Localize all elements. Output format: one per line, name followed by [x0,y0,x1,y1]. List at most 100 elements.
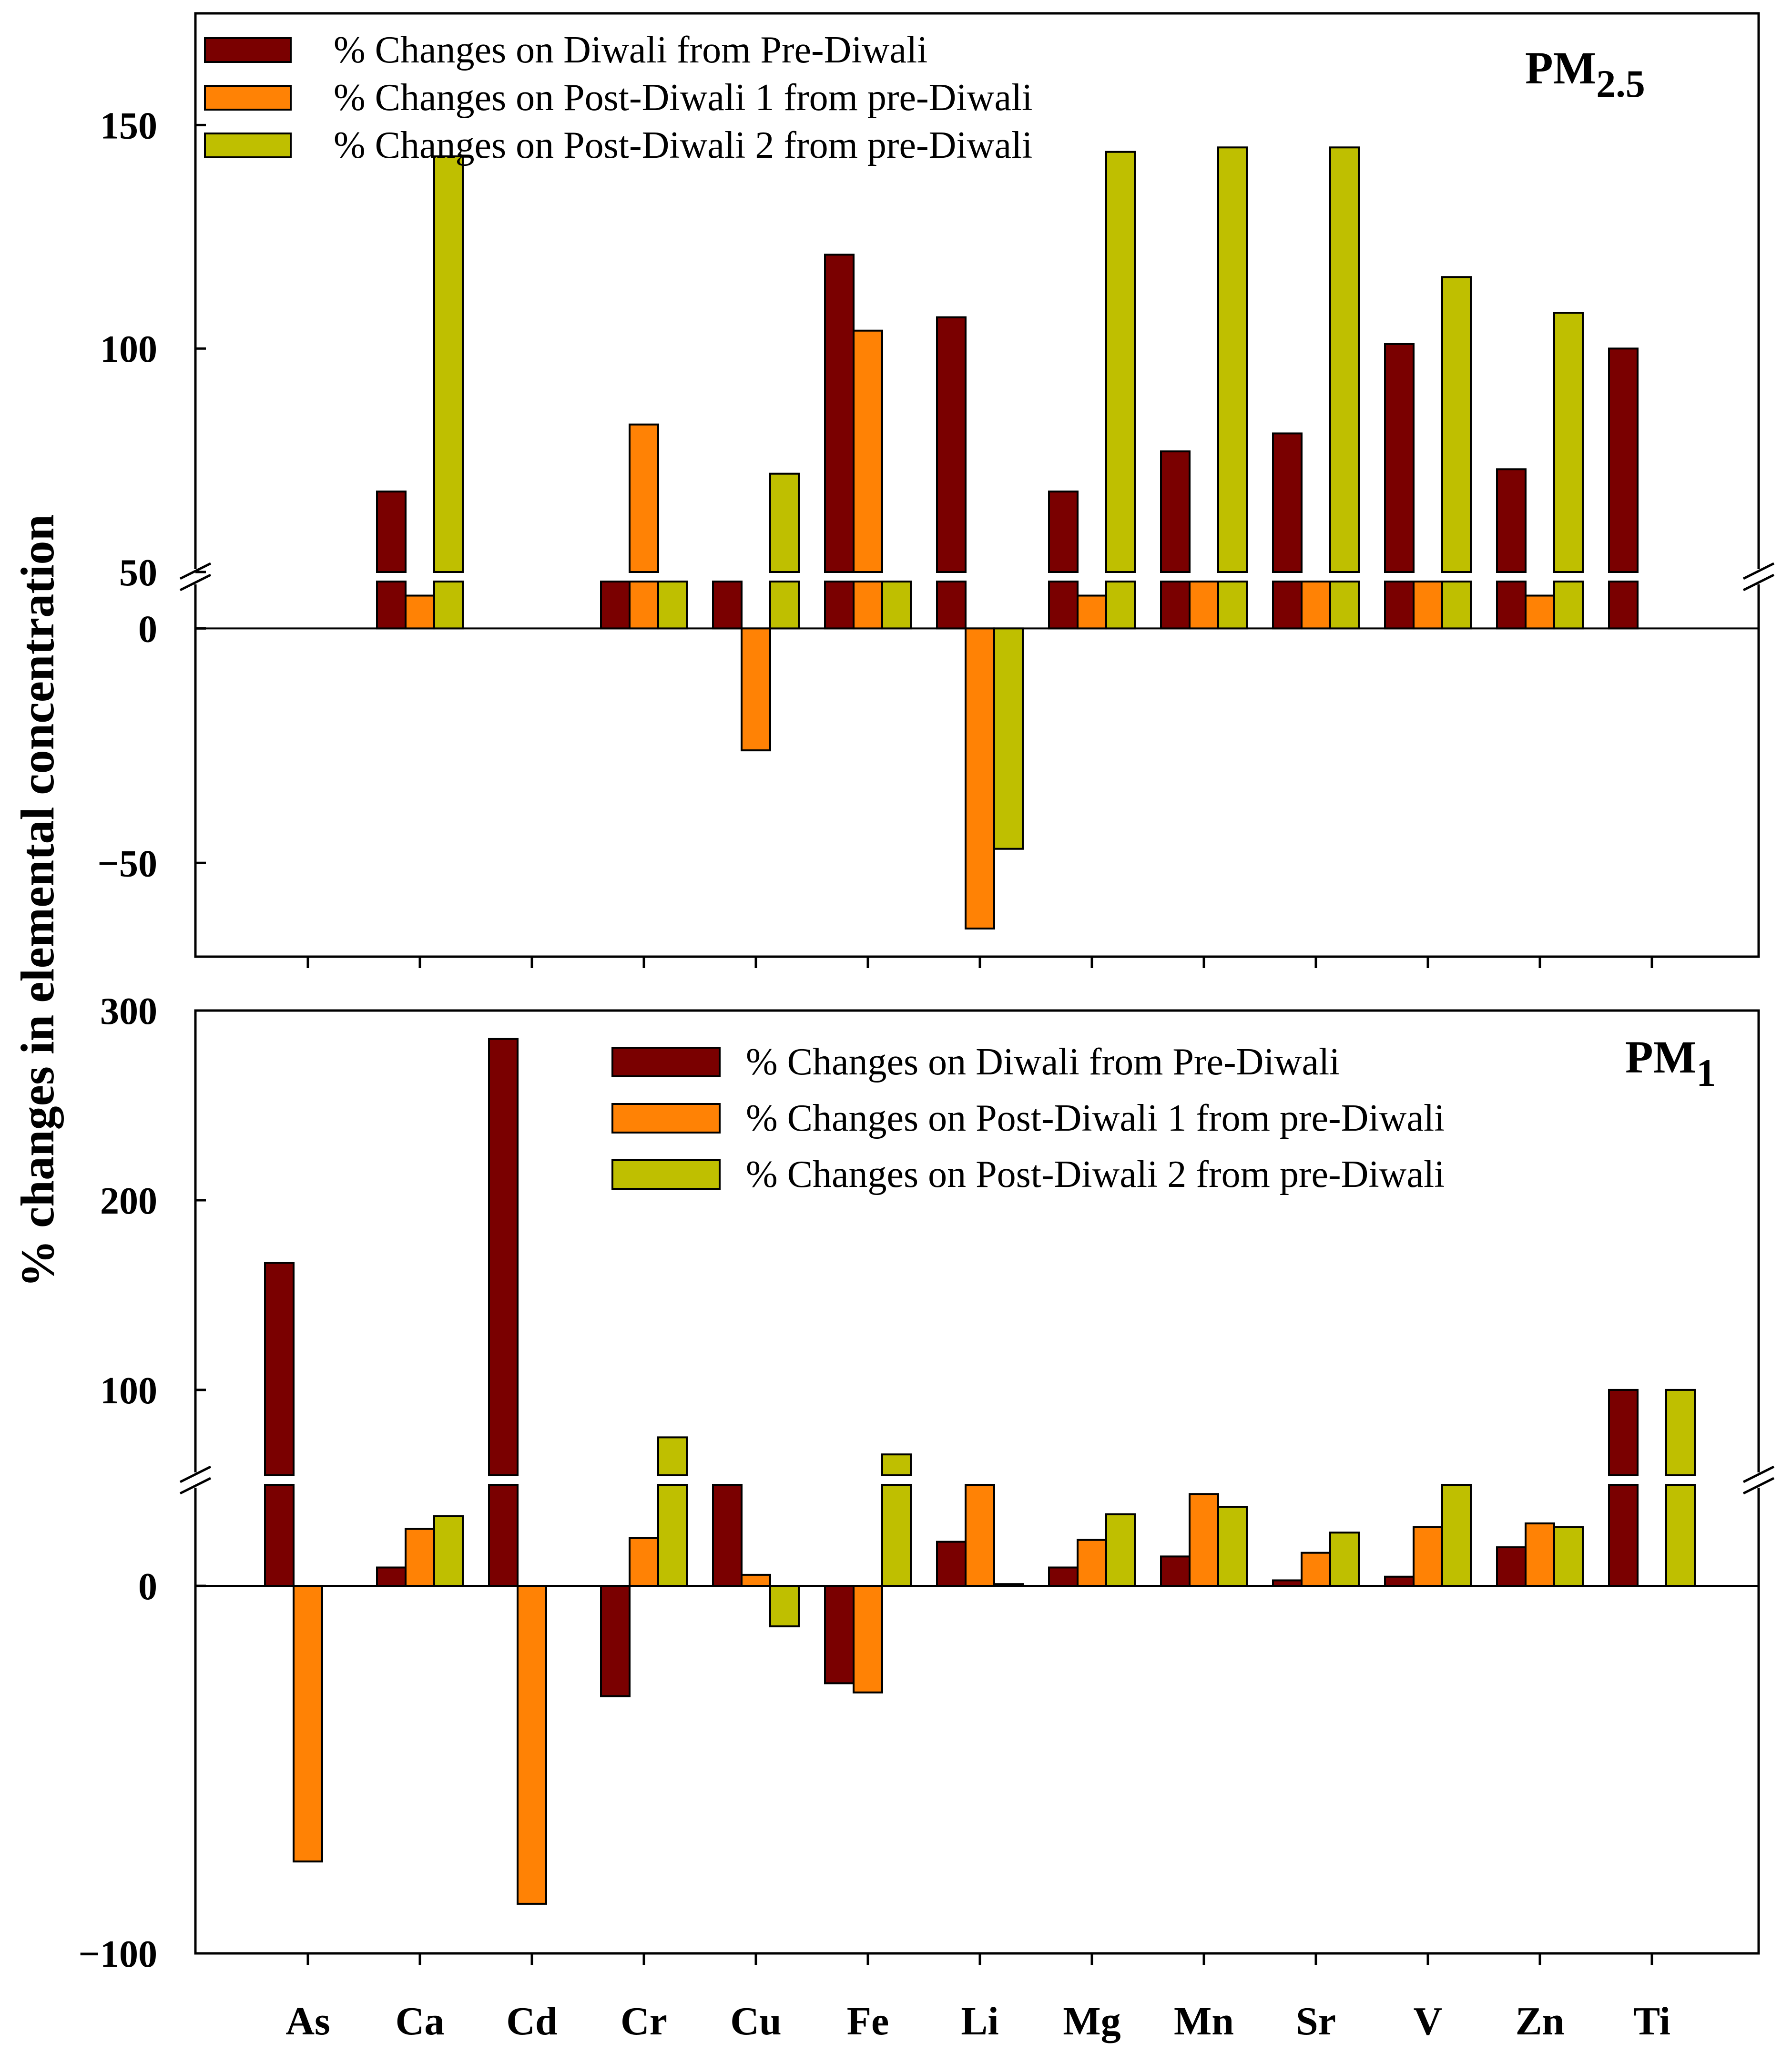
bar-diwali-As [264,1484,295,1587]
bar-post2-Cu-upper [769,472,800,573]
bar-post1-V [1413,1526,1443,1587]
axis-break-mark [179,573,212,592]
x-category-label: Zn [1516,1999,1565,2043]
bar-post2-Mn [1217,1506,1248,1587]
x-category-label: Fe [847,1999,889,2043]
bar-diwali-Ti-upper [1608,347,1639,573]
legend-label: % Changes on Diwali from Pre-Diwali [334,29,927,71]
bar-diwali-Mn [1160,1555,1191,1587]
bar-post2-Sr-upper [1329,146,1360,573]
bar-post2-Fe-upper [881,1453,912,1477]
bar-diwali-Zn [1496,581,1527,630]
bar-diwali-Cu [712,581,743,630]
bar-post2-Ca-upper [433,155,464,573]
bar-post2-Mg-upper [1105,151,1136,573]
legend-swatch [204,85,292,111]
bar-post2-Mn-upper [1217,146,1248,573]
bar-diwali-V [1384,581,1415,630]
bar-diwali-Cr [600,581,631,630]
bar-post1-Fe-upper [853,329,883,573]
bar-diwali-Mg [1048,581,1079,630]
bar-post1-Zn [1525,1522,1555,1587]
panel-label: PM2.5 [1525,42,1645,105]
x-category-label: Mn [1174,1999,1234,2043]
bar-diwali-Ca [376,1566,407,1587]
bar-post1-Ca [405,1528,435,1587]
bar-post2-Ca [433,1515,464,1587]
bar-diwali-Ti-upper [1608,1389,1639,1477]
legend-label: % Changes on Post-Diwali 2 from pre-Diwa… [334,124,1032,166]
bar-diwali-Cd [488,1484,519,1587]
axis-break-mark [179,1477,212,1495]
x-category-label: Li [961,1999,998,2043]
bar-post2-Fe [881,1484,912,1587]
bar-post2-Cu [769,581,800,630]
x-category-label: Cd [506,1999,557,2043]
bar-post2-Fe [881,581,912,630]
panel-label: PM1 [1625,1032,1716,1094]
bar-post1-Sr [1301,581,1331,630]
bar-diwali-Li [936,1541,967,1587]
bar-diwali-Mg-upper [1048,490,1079,573]
plot-frame [194,12,1760,958]
y-tick-label: 0 [138,608,157,650]
bar-diwali-V-upper [1384,343,1415,573]
bar-diwali-Ti [1608,1484,1639,1587]
bar-post2-Ti-upper [1665,1389,1696,1477]
legend-swatch [204,37,292,63]
y-tick-label: 100 [100,1370,157,1412]
y-tick-label: 0 [138,1566,157,1608]
bar-post1-Fe [853,1585,883,1694]
legend-label: % Changes on Post-Diwali 1 from pre-Diwa… [746,1097,1445,1139]
axis-break-mark [1742,573,1775,592]
y-tick-label: −50 [97,843,157,885]
bar-post2-Sr [1329,581,1360,630]
bar-post2-Zn-upper [1553,312,1584,573]
y-axis-label: % changes in elemental concentration [11,514,64,1287]
bar-post2-Ca [433,581,464,630]
bar-diwali-V [1384,1575,1415,1587]
legend-label: % Changes on Diwali from Pre-Diwali [746,1041,1340,1083]
bar-post2-Li [993,627,1024,850]
bar-post2-Zn [1553,581,1584,630]
panel-pm25: −50 0 50 100 150 % Changes on Diwali from Pre… [97,12,1775,968]
bar-post1-Cd [517,1585,547,1905]
bar-post2-Sr [1329,1532,1360,1587]
bar-post1-Cu [741,1573,771,1587]
bar-diwali-Mg [1048,1566,1079,1587]
bar-diwali-Sr-upper [1272,432,1303,573]
bar-diwali-Zn-upper [1496,468,1527,573]
bar-diwali-Li-upper [936,316,967,573]
bar-diwali-Sr [1272,581,1303,630]
bar-post2-Mg [1105,1513,1136,1587]
axis-break-mark [1742,1477,1775,1495]
bar-diwali-Fe [824,1585,855,1685]
legend-swatch [611,1103,721,1134]
bar-post1-Cr [629,581,659,630]
legend-label: % Changes on Post-Diwali 1 from pre-Diwa… [334,77,1032,119]
panel-pm1: −100 0 100 200 300 As Ca Cd Cr Cu Fe Li Mg Mn Sr V Zn Ti%… [78,991,1775,2043]
bar-post2-Cr [657,581,688,630]
bar-diwali-Cd-upper [488,1038,519,1476]
plot-frame [194,1009,1760,1955]
legend-label: % Changes on Post-Diwali 2 from pre-Diwa… [746,1154,1445,1195]
legend-swatch [204,133,292,158]
bar-post2-Li [993,1583,1024,1587]
bar-diwali-Ca-upper [376,490,407,573]
x-category-label: Sr [1296,1999,1336,2043]
bar-post2-Cr [657,1484,688,1587]
bar-diwali-Cu [712,1484,743,1587]
y-tick-label: 300 [100,991,157,1032]
bar-post1-Mg [1077,594,1107,630]
y-tick-label: 200 [100,1180,157,1222]
bar-post1-Zn [1525,594,1555,630]
bar-post2-V [1441,581,1472,630]
bar-post1-As [293,1585,323,1863]
bar-diwali-Fe [824,581,855,630]
bar-diwali-Cr [600,1585,631,1697]
bar-diwali-Ti [1608,581,1639,630]
bar-post1-Cu [741,627,771,752]
x-category-label: Ti [1633,1999,1670,2043]
